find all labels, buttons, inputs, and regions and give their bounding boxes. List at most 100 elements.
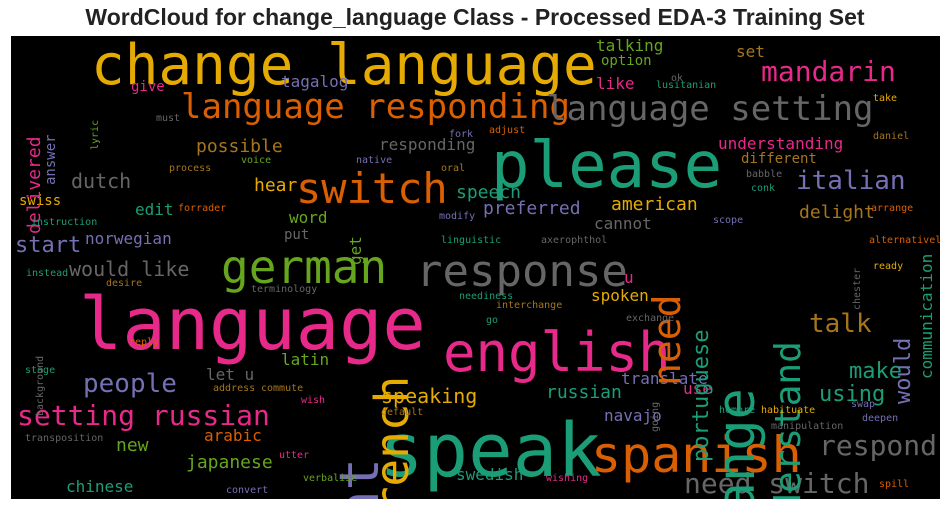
cloud-word: transposition	[25, 433, 104, 444]
cloud-word: neediness	[459, 291, 514, 302]
cloud-word: use	[683, 379, 712, 398]
cloud-word: reply	[129, 337, 160, 348]
cloud-word: language	[79, 282, 426, 366]
cloud-word: verbalise	[303, 473, 358, 484]
cloud-word: setting russian	[17, 399, 270, 432]
cloud-word: language responding	[181, 87, 570, 127]
cloud-word: tagalog	[281, 72, 349, 91]
cloud-word: swedish	[456, 465, 524, 484]
cloud-word: portuguese	[689, 329, 714, 462]
cloud-word: babble	[746, 169, 783, 180]
cloud-word: swiss	[19, 193, 62, 209]
cloud-word: address	[213, 383, 256, 394]
cloud-word: fork	[449, 129, 474, 140]
cloud-word: alternatively	[869, 235, 940, 246]
cloud-word: new	[116, 435, 149, 456]
cloud-word: dutch	[71, 169, 132, 193]
cloud-word: english	[443, 321, 671, 384]
cloud-word: arrange	[871, 203, 914, 214]
cloud-word: responding	[379, 135, 476, 154]
cloud-word: would like	[69, 257, 190, 281]
cloud-word: speaking	[381, 384, 478, 408]
cloud-word: speak	[379, 408, 602, 494]
cloud-word: background	[35, 355, 46, 416]
cloud-word: switch	[296, 164, 448, 213]
cloud-word: talking	[596, 36, 664, 55]
cloud-word: navajo	[604, 406, 662, 425]
cloud-word: process	[169, 163, 212, 174]
cloud-word: cannot	[594, 214, 652, 233]
cloud-word: chinese	[66, 477, 134, 496]
cloud-word: give	[131, 79, 165, 95]
cloud-word: linguistic	[441, 235, 502, 246]
cloud-word: make	[849, 359, 902, 384]
cloud-word: habituate	[761, 405, 816, 416]
cloud-word: adjust	[489, 125, 526, 136]
chart-title: WordCloud for change_language Class - Pr…	[85, 4, 865, 30]
cloud-word: spill	[879, 479, 910, 490]
cloud-word: spanish	[591, 426, 802, 484]
cloud-word: wishing	[546, 473, 589, 484]
cloud-word: speech	[456, 182, 522, 203]
cloud-word: oral	[441, 163, 466, 174]
cloud-word: edit	[135, 200, 174, 219]
cloud-word: arabic	[204, 426, 262, 445]
cloud-word: need switch	[684, 467, 870, 499]
cloud-word: japanese	[186, 452, 273, 473]
cloud-word: conk	[751, 183, 776, 194]
cloud-word: ready	[873, 261, 904, 272]
cloud-word: take	[873, 93, 898, 104]
cloud-word: mandarin	[761, 55, 896, 88]
cloud-word: going	[650, 401, 661, 432]
cloud-word: instead	[26, 268, 69, 279]
cloud-word: using	[819, 382, 886, 407]
cloud-word: forrader	[178, 203, 227, 214]
cloud-word: word	[289, 208, 328, 227]
cloud-word: spoken	[591, 286, 649, 305]
cloud-word: terminology	[251, 284, 318, 295]
cloud-word: like	[596, 74, 635, 93]
cloud-word: american	[611, 194, 698, 215]
cloud-word: language setting	[546, 89, 874, 129]
cloud-word: commute	[261, 383, 304, 394]
cloud-word: scope	[713, 215, 744, 226]
cloud-word: stage	[25, 365, 56, 376]
cloud-word: response	[416, 246, 628, 297]
cloud-word: russian	[546, 382, 622, 403]
cloud-word: communication	[917, 253, 936, 379]
cloud-word: understanding	[718, 134, 844, 153]
cloud-word: latin	[281, 350, 330, 369]
cloud-word: norwegian	[85, 229, 172, 248]
cloud-word: set	[736, 42, 765, 61]
cloud-word: respond	[819, 429, 938, 462]
cloud-word: manipulation	[771, 421, 844, 432]
cloud-word: modify	[439, 211, 476, 222]
cloud-word: exchange	[626, 313, 675, 324]
cloud-word: voice	[241, 155, 272, 166]
cloud-word: german	[221, 240, 388, 294]
cloud-word: u	[624, 268, 634, 287]
cloud-word: let u	[206, 365, 255, 384]
cloud-word: must	[156, 113, 181, 124]
cloud-word: put	[284, 227, 310, 243]
word-cloud: change language language responding please…	[11, 36, 940, 499]
cloud-word: convert	[226, 485, 269, 496]
cloud-word: lyric	[90, 119, 101, 150]
cloud-word: answer	[43, 134, 59, 185]
cloud-word: lusitanian	[656, 80, 717, 91]
cloud-word: change language	[91, 36, 597, 98]
cloud-word: go	[486, 315, 499, 326]
cloud-word: would	[891, 337, 916, 404]
cloud-word: need	[645, 294, 689, 386]
cloud-word: axerophthol	[541, 235, 608, 246]
cloud-word: desire	[106, 278, 143, 289]
cloud-word: chester	[852, 267, 863, 310]
cloud-word: daniel	[873, 131, 910, 142]
cloud-word: start	[15, 233, 82, 258]
cloud-word: possible	[196, 136, 283, 157]
cloud-word: french	[365, 375, 419, 499]
cloud-word: people	[83, 369, 177, 399]
cloud-word: wish	[301, 395, 326, 406]
cloud-word: option	[601, 53, 652, 69]
cloud-word: default	[381, 407, 424, 418]
